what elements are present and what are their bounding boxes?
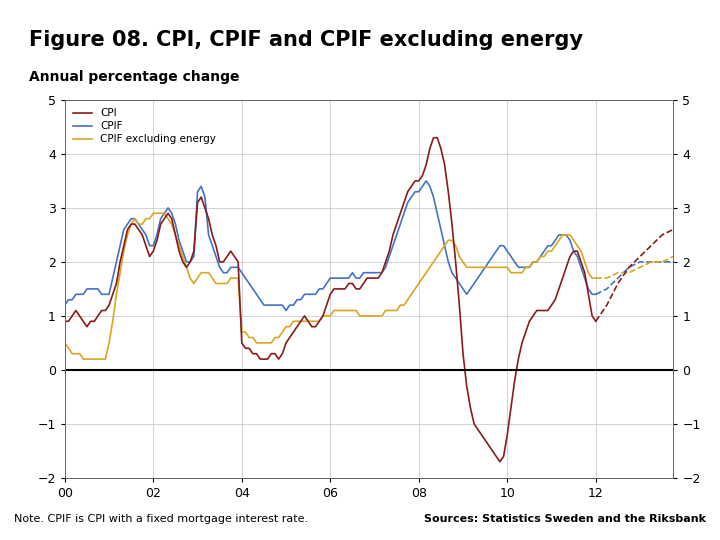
Legend: CPI, CPIF, CPIF excluding energy: CPI, CPIF, CPIF excluding energy — [70, 105, 219, 147]
Text: SVERIGES: SVERIGES — [652, 30, 693, 39]
Text: RIKSBANK: RIKSBANK — [650, 51, 695, 60]
Text: Annual percentage change: Annual percentage change — [29, 70, 239, 84]
Text: Sources: Statistics Sweden and the Riksbank: Sources: Statistics Sweden and the Riksb… — [423, 514, 706, 524]
Text: Note. CPIF is CPI with a fixed mortgage interest rate.: Note. CPIF is CPI with a fixed mortgage … — [14, 514, 309, 524]
Text: Figure 08. CPI, CPIF and CPIF excluding energy: Figure 08. CPI, CPIF and CPIF excluding … — [29, 30, 582, 50]
